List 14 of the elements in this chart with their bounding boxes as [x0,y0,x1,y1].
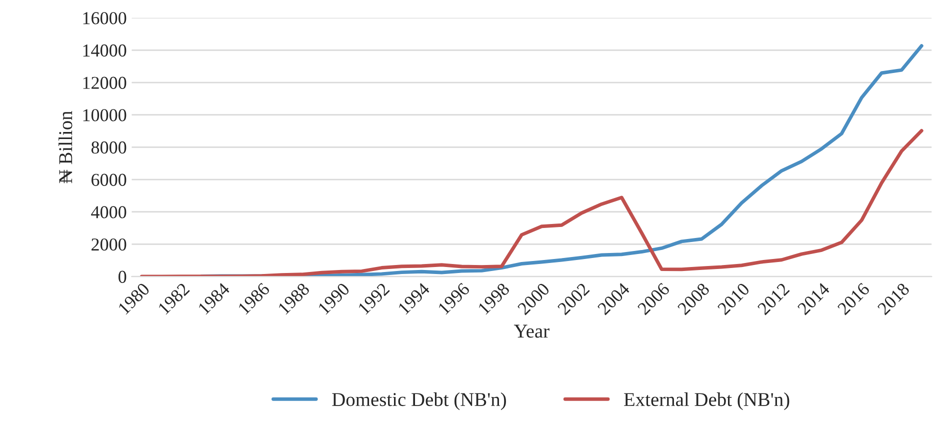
y-tick-label: 14000 [83,44,126,57]
y-axis-title: ₦ Billion [58,111,72,184]
y-tick-label: 10000 [83,109,126,122]
y-tick-label: 6000 [92,174,126,186]
y-tick-label: 8000 [91,141,126,154]
y-tick-label: 0 [118,270,126,283]
y-tick-label: 16000 [83,12,126,24]
line-series [140,128,924,277]
legend-label: Domestic Debt (NB'n) [332,392,506,410]
y-tick-label: 12000 [83,76,126,89]
y-tick-label: 4000 [91,206,126,218]
y-tick-label: 2000 [92,238,126,251]
legend-label: External Debt (NB'n) [624,392,790,410]
x-axis-title: Year [514,324,550,338]
